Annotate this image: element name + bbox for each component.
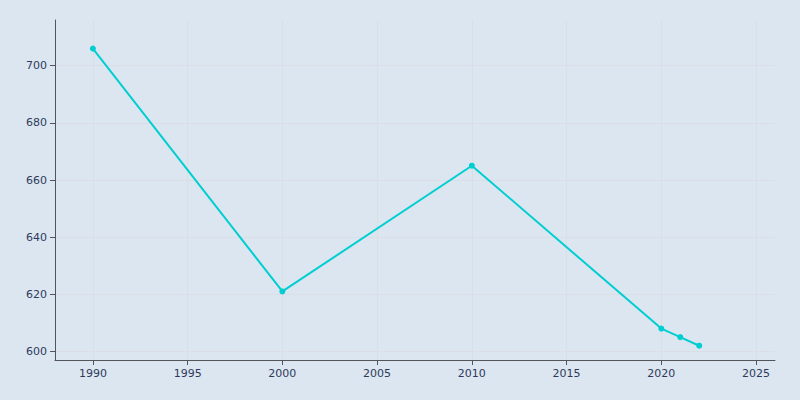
svg-text:620: 620 [26, 288, 47, 301]
svg-text:2025: 2025 [742, 367, 770, 380]
svg-text:2020: 2020 [647, 367, 675, 380]
svg-text:680: 680 [26, 116, 47, 129]
svg-text:600: 600 [26, 345, 47, 358]
svg-text:640: 640 [26, 231, 47, 244]
svg-text:660: 660 [26, 174, 47, 187]
svg-text:2005: 2005 [363, 367, 391, 380]
svg-text:2000: 2000 [268, 367, 296, 380]
svg-text:1990: 1990 [79, 367, 107, 380]
svg-text:1995: 1995 [174, 367, 202, 380]
svg-text:700: 700 [26, 59, 47, 72]
svg-text:2015: 2015 [553, 367, 581, 380]
svg-text:2010: 2010 [458, 367, 486, 380]
